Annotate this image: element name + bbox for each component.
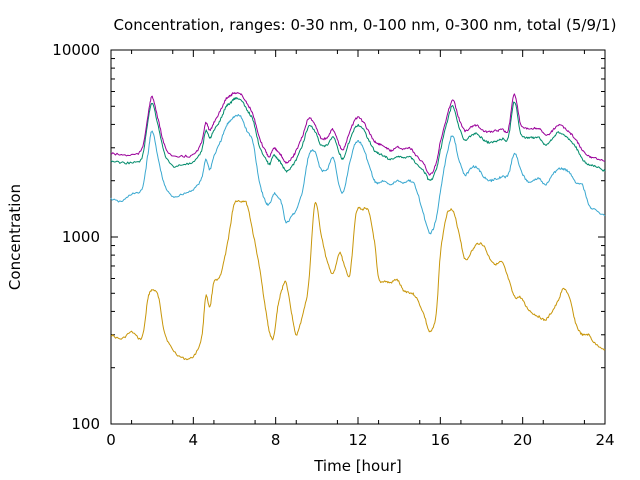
x-tick-label: 24 [595,431,614,449]
x-tick-label: 16 [431,431,450,449]
series-line-1 [110,200,606,361]
series-line-4 [110,92,606,176]
y-tick-label: 10000 [52,41,100,59]
series-line-3 [110,97,606,181]
x-tick-label: 0 [106,431,116,449]
x-tick-label: 8 [271,431,281,449]
y-tick-label: 100 [71,415,100,433]
x-tick-label: 20 [513,431,532,449]
y-axis-label: Concentration [6,184,24,290]
x-tick-label: 12 [348,431,367,449]
tick-labels: 0 4 8 12 16 20 24 100 1000 10000 [52,41,614,449]
series-lines [110,92,606,361]
series-line-2 [110,114,606,235]
x-tick-label: 4 [189,431,199,449]
tick-marks [110,49,606,425]
chart-title: Concentration, ranges: 0-30 nm, 0-100 nm… [114,16,617,34]
plot-frame [110,49,606,425]
x-axis-label: Time [hour] [313,457,402,475]
y-tick-label: 1000 [62,228,100,246]
